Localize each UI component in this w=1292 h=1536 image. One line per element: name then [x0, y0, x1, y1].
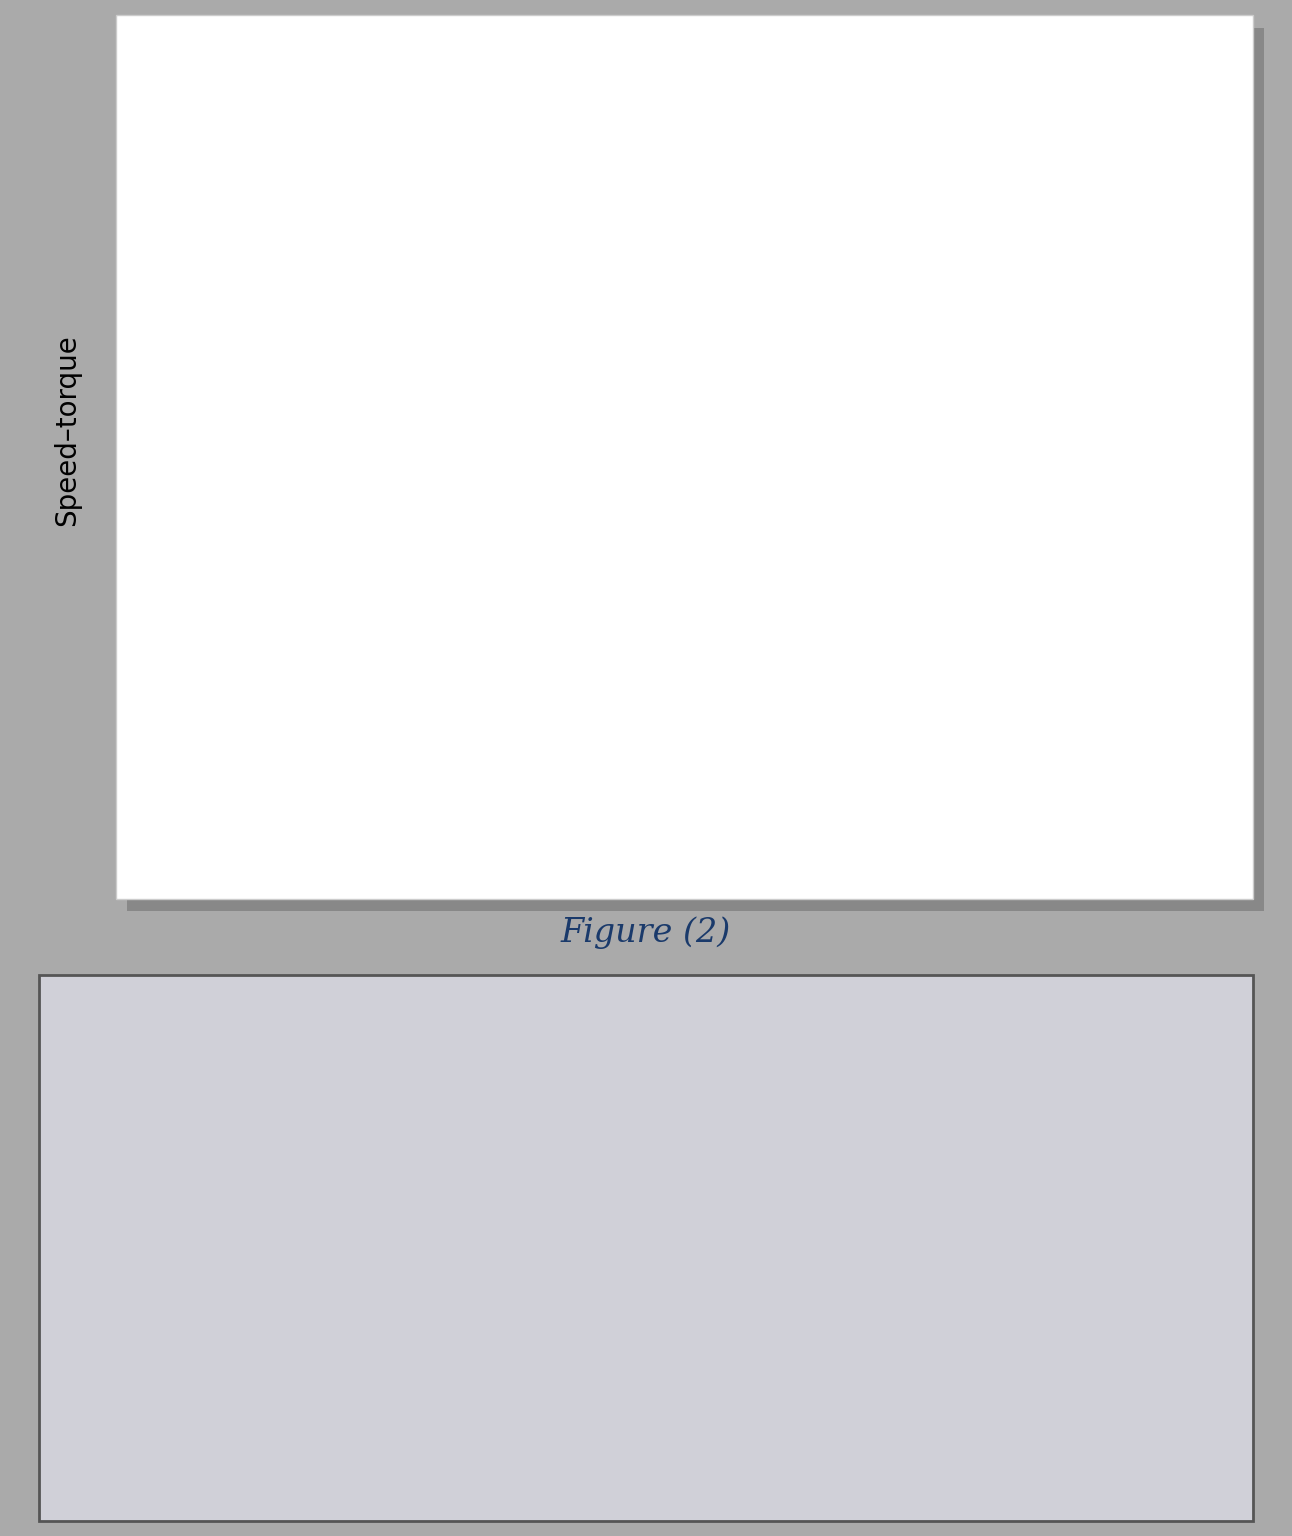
Text: Figure 2 shows the speed–torque characteristic: Figure 2 shows the speed–torque characte…	[70, 1018, 774, 1048]
Text: Current: Current	[671, 874, 802, 903]
Text: Speed: Speed	[612, 75, 712, 108]
Text: Torque: Torque	[547, 478, 647, 562]
Text: the torque of the shunt motor will vary only with the current: the torque of the shunt motor will vary …	[70, 1355, 965, 1382]
Text: connected directly across the power supply, the current: connected directly across the power supp…	[70, 1154, 894, 1181]
Text: through the field is constant. The field current does not: through the field is constant. The field…	[70, 1220, 891, 1249]
Text: Figure (2): Figure (2)	[561, 917, 731, 949]
Text: Speed–torque: Speed–torque	[53, 335, 80, 525]
Text: vary with motor speed, as in the series motor and, therefore,: vary with motor speed, as in the series …	[70, 1287, 970, 1315]
Text: through the armature.: through the armature.	[70, 1421, 401, 1450]
Text: curves for a shunt DC motor. Since the field winding is: curves for a shunt DC motor. Since the f…	[70, 1086, 877, 1114]
Text: Rated load: Rated load	[899, 378, 924, 513]
Text: 0: 0	[230, 831, 247, 857]
